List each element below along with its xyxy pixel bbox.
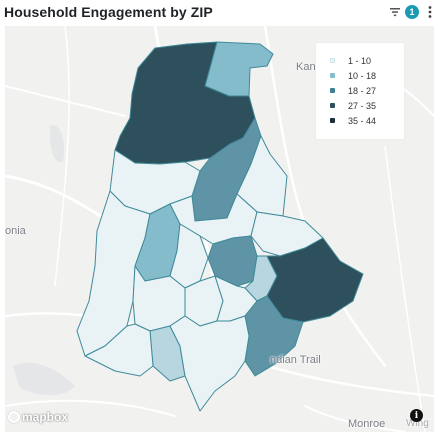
legend-label: 18 - 27 [348,85,377,96]
legend-label: 10 - 18 [348,70,377,81]
legend-swatch [330,58,335,63]
zip-regions [76,41,364,412]
legend-label: 35 - 44 [348,115,377,126]
legend-item: 27 - 35 [330,98,396,113]
legend-item: 35 - 44 [330,113,396,128]
header-actions: 1 [389,5,433,19]
map-legend: 1 - 10 10 - 18 18 - 27 27 - 35 35 - 44 [316,43,404,139]
mapbox-mark-icon [8,411,20,423]
choropleth-map[interactable]: Kan onia ndian Trail Monroe Wing 1 - 10 … [5,26,434,432]
basemap [5,26,434,432]
place-label-gastonia: onia [5,225,26,237]
legend-label: 1 - 10 [348,55,372,66]
legend-item: 1 - 10 [330,53,396,68]
zip-region-far-south[interactable] [84,323,154,377]
card-title: Household Engagement by ZIP [4,4,213,20]
card-header: Household Engagement by ZIP 1 [0,0,439,24]
legend-swatch [330,73,335,78]
legend-swatch [330,118,335,123]
filter-button[interactable]: 1 [389,5,419,19]
legend-item: 10 - 18 [330,68,396,83]
place-label-indian-trail: ndian Trail [270,354,321,366]
zip-region-south-large[interactable] [169,315,250,412]
legend-label: 27 - 35 [348,100,377,111]
legend-swatch [330,103,335,108]
filter-count-badge: 1 [405,5,419,19]
mapbox-wordmark: mapbox [22,410,69,424]
info-button[interactable]: i [410,409,423,422]
legend-item: 18 - 27 [330,83,396,98]
more-vertical-icon [428,6,432,18]
place-label-wingate: Wing [406,418,429,429]
lakes [13,125,75,396]
place-label-monroe: Monroe [348,418,386,430]
place-label-kannapolis: Kan [296,61,316,73]
more-options-button[interactable] [427,5,433,19]
mapbox-logo[interactable]: mapbox [8,410,68,424]
legend-swatch [330,88,335,93]
filter-icon [390,8,400,17]
